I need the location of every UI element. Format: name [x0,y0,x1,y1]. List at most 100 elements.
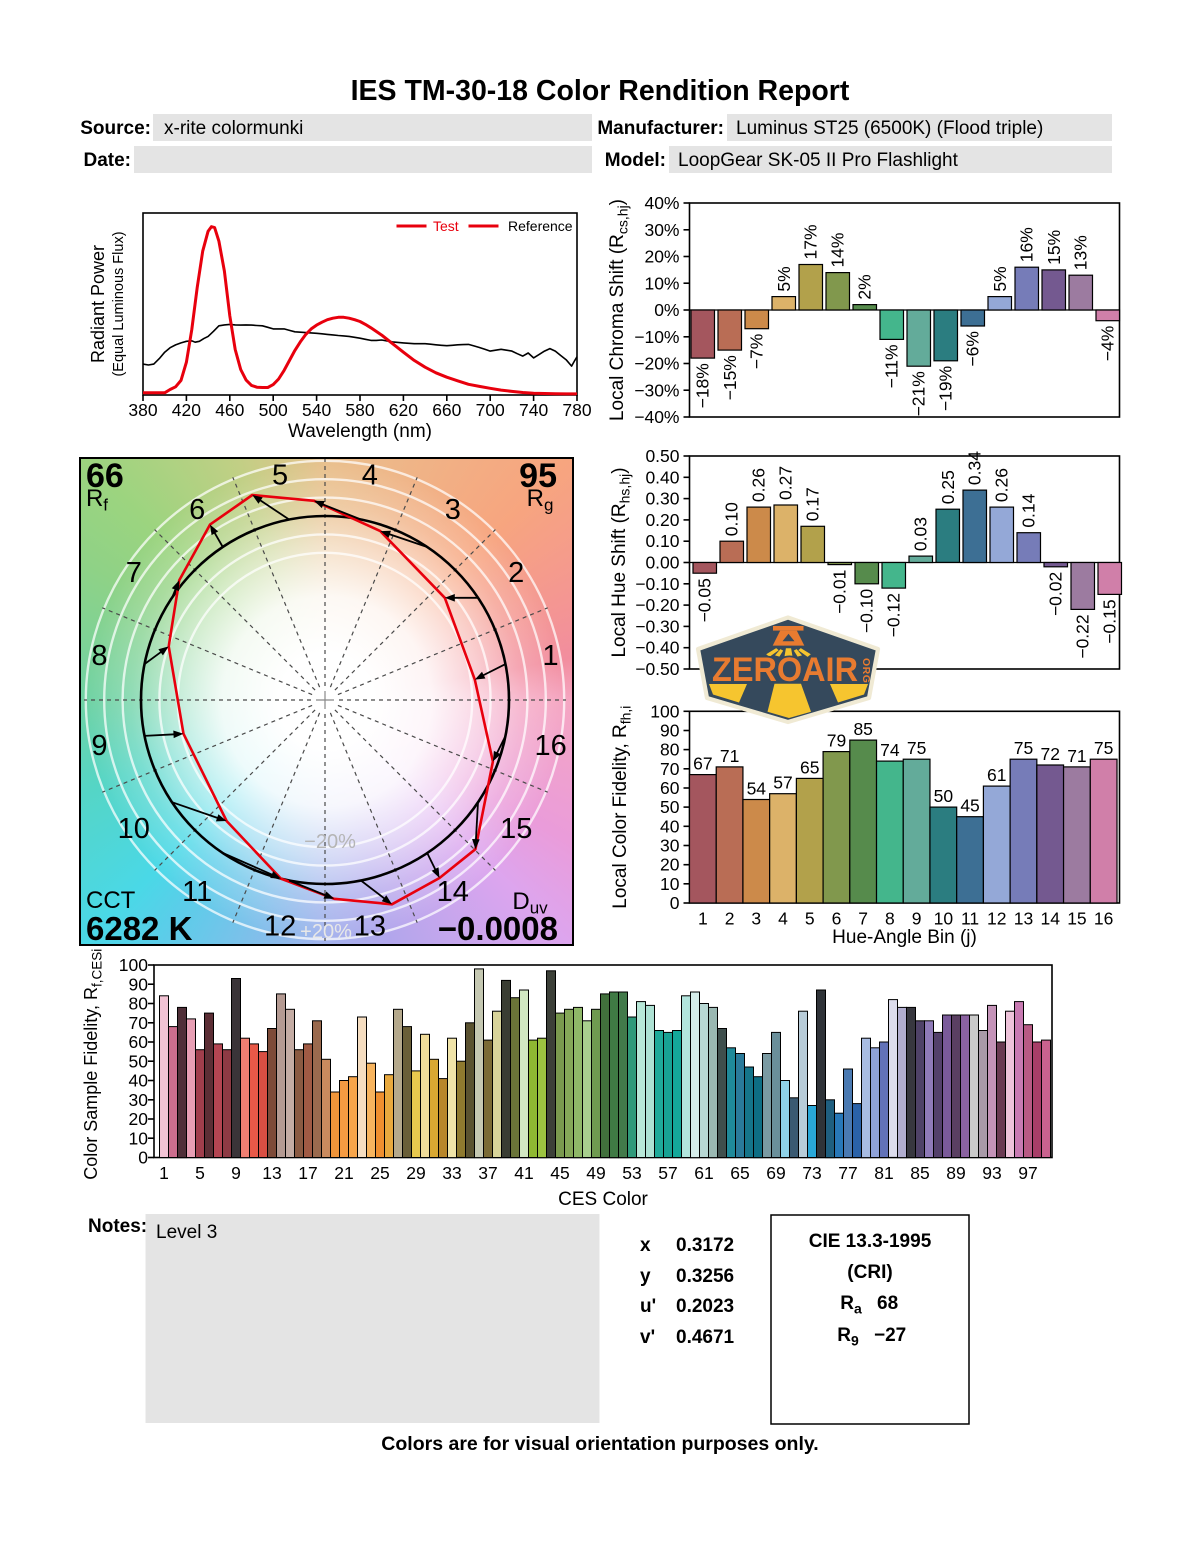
svg-text:−0.15: −0.15 [1100,599,1120,643]
svg-text:13%: 13% [1071,235,1091,270]
svg-text:−0.30: −0.30 [635,616,680,636]
svg-text:67: 67 [693,754,712,774]
svg-text:740: 740 [519,400,548,420]
svg-text:2: 2 [508,557,524,589]
svg-text:17: 17 [298,1163,317,1183]
svg-text:CES Color: CES Color [558,1189,648,1210]
svg-text:−10%: −10% [634,327,679,347]
svg-text:37: 37 [478,1163,497,1183]
svg-text:0.25: 0.25 [938,470,958,504]
svg-text:60: 60 [660,778,680,798]
svg-text:−20%: −20% [634,354,679,374]
svg-text:0.17: 0.17 [803,487,823,521]
svg-text:Wavelength (nm): Wavelength (nm) [288,421,432,442]
svg-text:14: 14 [1040,908,1060,928]
svg-text:5%: 5% [774,266,794,291]
svg-text:−4%: −4% [1098,326,1118,362]
svg-text:−19%: −19% [936,366,956,411]
svg-text:0.3256: 0.3256 [676,1266,734,1287]
svg-text:11: 11 [182,876,212,908]
svg-text:y: y [640,1266,651,1287]
svg-text:0.3172: 0.3172 [676,1235,734,1256]
svg-text:68: 68 [877,1293,898,1314]
svg-text:6: 6 [189,494,205,526]
svg-text:1: 1 [159,1163,169,1183]
svg-text:10: 10 [660,874,680,894]
svg-text:−6%: −6% [963,331,983,367]
svg-text:72: 72 [1040,744,1059,764]
svg-text:Local Hue Shift (Rhs,hj): Local Hue Shift (Rhs,hj) [609,467,633,657]
svg-text:660: 660 [432,400,461,420]
svg-text:77: 77 [838,1163,857,1183]
svg-text:0.27: 0.27 [776,466,796,500]
svg-text:90: 90 [129,974,149,994]
svg-text:49: 49 [586,1163,605,1183]
svg-text:Duv: Duv [512,888,548,918]
svg-text:73: 73 [802,1163,821,1183]
svg-text:Hue-Angle Bin (j): Hue-Angle Bin (j) [832,927,977,948]
svg-text:41: 41 [514,1163,533,1183]
svg-text:−0.10: −0.10 [857,589,877,634]
svg-text:12: 12 [987,908,1006,928]
svg-text:+20%: +20% [300,921,352,943]
svg-text:−21%: −21% [909,371,929,416]
svg-text:3: 3 [751,908,761,928]
svg-text:71: 71 [720,746,739,766]
svg-text:12: 12 [264,911,296,943]
svg-text:21: 21 [334,1163,353,1183]
svg-text:CIE 13.3-1995: CIE 13.3-1995 [809,1231,932,1252]
svg-text:6: 6 [832,908,842,928]
svg-text:30: 30 [660,835,680,855]
svg-text:70: 70 [129,1013,149,1033]
svg-text:Source:: Source: [80,118,151,139]
svg-text:v': v' [640,1327,655,1348]
svg-text:30%: 30% [644,220,679,240]
svg-text:CCT: CCT [86,887,136,914]
svg-text:80: 80 [129,994,149,1014]
svg-text:0.4671: 0.4671 [676,1327,735,1348]
svg-text:50: 50 [660,797,680,817]
svg-text:90: 90 [660,720,680,740]
svg-text:4: 4 [362,459,378,491]
svg-text:5: 5 [272,459,288,491]
svg-text:0.26: 0.26 [749,468,769,502]
svg-text:ZEROAIR: ZEROAIR [712,651,858,689]
svg-text:700: 700 [476,400,505,420]
svg-text:Reference: Reference [508,218,573,234]
svg-text:79: 79 [827,731,846,751]
svg-text:−18%: −18% [693,363,713,408]
svg-text:−20%: −20% [304,831,356,853]
svg-text:97: 97 [1018,1163,1037,1183]
svg-text:20: 20 [129,1109,149,1129]
svg-text:5: 5 [195,1163,205,1183]
svg-text:Date:: Date: [83,150,131,171]
svg-text:620: 620 [389,400,418,420]
svg-text:74: 74 [880,740,900,760]
svg-text:13: 13 [354,911,386,943]
svg-text:9: 9 [91,730,107,762]
svg-text:3: 3 [445,494,461,526]
svg-text:50: 50 [934,786,954,806]
svg-text:−0.05: −0.05 [695,578,715,622]
svg-text:65: 65 [730,1163,749,1183]
svg-text:(CRI): (CRI) [847,1262,892,1283]
svg-text:57: 57 [658,1163,677,1183]
svg-text:2%: 2% [855,274,875,299]
svg-text:0.03: 0.03 [911,517,931,551]
svg-text:Local Chroma Shift (Rcs,hj): Local Chroma Shift (Rcs,hj) [607,199,631,421]
svg-text:ZEROAIR: ZEROAIR [712,651,858,689]
svg-text:95: 95 [519,457,557,495]
svg-text:Manufacturer:: Manufacturer: [597,118,724,139]
svg-text:50: 50 [129,1051,149,1071]
svg-text:71: 71 [1067,746,1086,766]
svg-text:−40%: −40% [634,407,679,427]
svg-text:30: 30 [129,1090,149,1110]
svg-text:40: 40 [129,1071,149,1091]
svg-text:0.14: 0.14 [1019,493,1039,527]
svg-text:61: 61 [694,1163,713,1183]
svg-text:20: 20 [660,855,680,875]
svg-text:57: 57 [773,773,792,793]
svg-text:16%: 16% [1017,227,1037,262]
svg-text:380: 380 [128,400,157,420]
svg-text:85: 85 [910,1163,929,1183]
